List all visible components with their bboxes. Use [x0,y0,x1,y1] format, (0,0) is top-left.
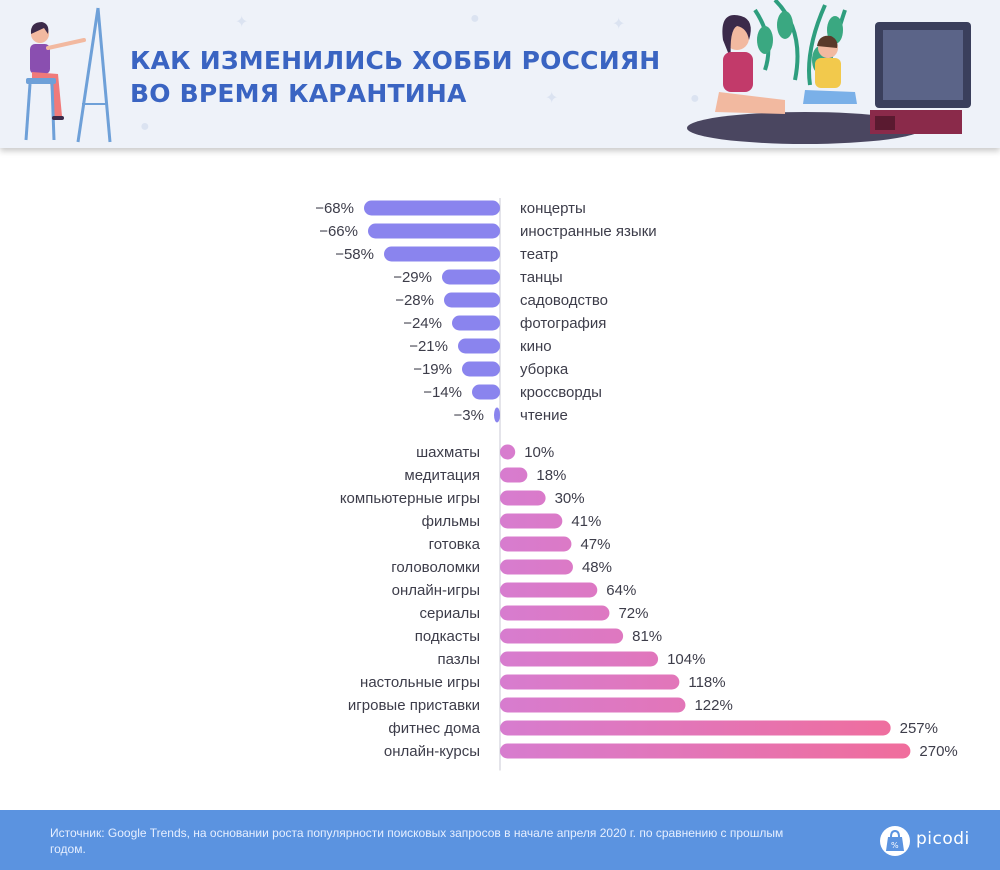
category-label-negative: кино [520,338,552,355]
bar-positive [500,582,598,598]
bar-positive [500,605,610,621]
sparkle-icon: ✦ [545,90,559,107]
brand-name: picodi [916,829,970,849]
picodi-bag-icon: % [880,826,910,856]
bar-negative [442,269,500,285]
bar-positive [500,536,572,552]
category-label-negative: театр [520,246,558,263]
value-label-negative: −24% [403,315,442,332]
category-label-positive: пазлы [437,651,480,668]
value-label-positive: 257% [900,720,938,737]
source-note: Источник: Google Trends, на основании ро… [50,826,784,856]
bar-positive [500,697,686,713]
title-line-2: ВО ВРЕМЯ КАРАНТИНА [130,79,467,108]
bar-positive [500,651,659,667]
value-label-positive: 18% [536,467,566,484]
value-label-positive: 122% [694,697,732,714]
value-label-negative: −58% [335,246,374,263]
value-label-positive: 30% [555,490,585,507]
bar-negative [364,200,500,216]
value-label-negative: −14% [423,384,462,401]
value-label-positive: 48% [582,559,612,576]
bar-positive [500,490,546,506]
category-label-positive: фильмы [422,513,480,530]
bar-positive [500,674,680,690]
gamers-illustration [687,0,971,144]
value-label-negative: −28% [395,292,434,309]
svg-text:%: % [891,841,899,850]
bar-negative [452,315,500,331]
category-label-negative: танцы [520,269,563,286]
value-label-positive: 270% [919,743,957,760]
category-label-negative: кроссворды [520,384,602,401]
category-label-positive: подкасты [415,628,480,645]
value-label-negative: −3% [454,407,484,424]
bar-positive [500,743,911,759]
category-label-positive: головоломки [391,559,480,576]
brand-logo: % picodi [878,823,988,859]
painter-illustration [24,7,112,143]
category-label-positive: фитнес дома [388,720,480,737]
bar-negative [458,338,500,354]
footer: Источник: Google Trends, на основании ро… [0,810,1000,870]
page-title: КАК ИЗМЕНИЛИСЬ ХОББИ РОССИЯН ВО ВРЕМЯ КА… [130,44,660,110]
bar-positive [500,720,891,736]
bar-positive [500,628,624,644]
bar-negative [494,407,500,423]
value-label-negative: −68% [315,200,354,217]
value-label-positive: 10% [524,444,554,461]
chart-area: −68% концерты −66% иностранные языки −58% теа… [0,150,1000,810]
category-label-negative: чтение [520,407,568,424]
category-label-positive: игровые приставки [348,697,480,714]
category-label-positive: сериалы [420,605,480,622]
category-label-negative: садоводство [520,292,608,309]
sparkle-icon: ✦ [235,14,249,31]
bar-positive [500,444,516,460]
circle-icon: ● [470,10,480,27]
circle-icon: ● [690,90,700,107]
value-label-positive: 47% [580,536,610,553]
value-label-positive: 81% [632,628,662,645]
category-label-negative: иностранные языки [520,223,657,240]
value-label-positive: 72% [618,605,648,622]
value-label-negative: −29% [393,269,432,286]
value-label-positive: 41% [571,513,601,530]
category-label-negative: уборка [520,361,569,378]
bar-negative [444,292,500,308]
bar-negative [472,384,500,400]
value-label-positive: 104% [667,651,705,668]
category-label-positive: медитация [404,467,480,484]
value-label-negative: −66% [319,223,358,240]
category-label-negative: концерты [520,200,586,217]
bar-positive [500,513,563,529]
hobby-change-chart: −68% концерты −66% иностранные языки −58% теа… [315,198,958,771]
value-label-positive: 64% [606,582,636,599]
category-label-positive: настольные игры [360,674,480,691]
category-label-positive: компьютерные игры [340,490,480,507]
category-label-positive: онлайн-курсы [384,743,480,760]
circle-icon: ● [140,118,150,135]
category-label-positive: готовка [429,536,481,553]
bar-positive [500,467,528,483]
value-label-negative: −19% [413,361,452,378]
value-label-positive: 118% [688,674,725,691]
category-label-positive: онлайн-игры [392,582,480,599]
header-banner: ✦ ● ✦ ✦ ● ● КАК ИЗМЕНИЛИСЬ ХОББИ РОССИЯН… [0,0,1000,148]
category-label-positive: шахматы [416,444,480,461]
bar-negative [368,223,500,239]
bar-negative [462,361,500,377]
sparkle-icon: ✦ [612,16,626,33]
bar-positive [500,559,573,575]
value-label-negative: −21% [409,338,448,355]
title-line-1: КАК ИЗМЕНИЛИСЬ ХОББИ РОССИЯН [130,46,661,75]
category-label-negative: фотография [520,315,606,332]
bar-negative [384,246,500,262]
